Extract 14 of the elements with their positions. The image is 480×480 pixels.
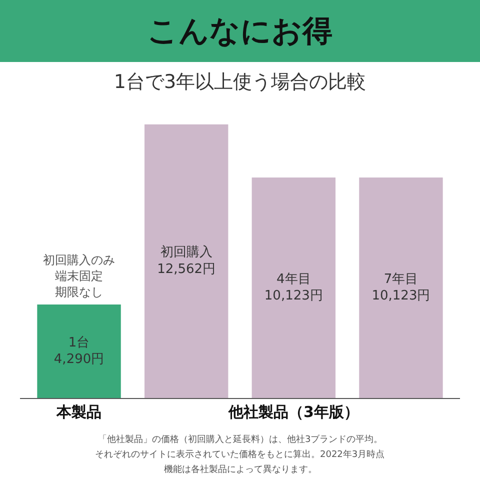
- data-label: 1台 4,290円: [54, 335, 104, 368]
- data-label: 4年目 10,123円: [264, 272, 323, 304]
- data-label: 初回購入 12,562円: [157, 245, 216, 278]
- chart-subtitle: 1台で3年以上使う場合の比較: [114, 70, 366, 93]
- annotation: 期限なし: [55, 285, 103, 299]
- x-tick-label: 他社製品（3年版）: [227, 403, 359, 421]
- annotation: 初回購入のみ: [43, 253, 115, 267]
- text: 機能は各社製品によって異なります。: [164, 464, 317, 475]
- x-tick-label: 本製品: [56, 403, 102, 421]
- text: 「他社製品」の価格（初回購入と延長料）は、他社3ブランドの平均。: [98, 434, 383, 445]
- data-label: 7年目 10,123円: [372, 272, 430, 304]
- chart-title: こんなにお得: [0, 0, 480, 62]
- text: それぞれのサイトに表示されていた価格をもとに算出。2022年3月時点: [95, 449, 385, 460]
- annotation: 端末固定: [55, 269, 103, 283]
